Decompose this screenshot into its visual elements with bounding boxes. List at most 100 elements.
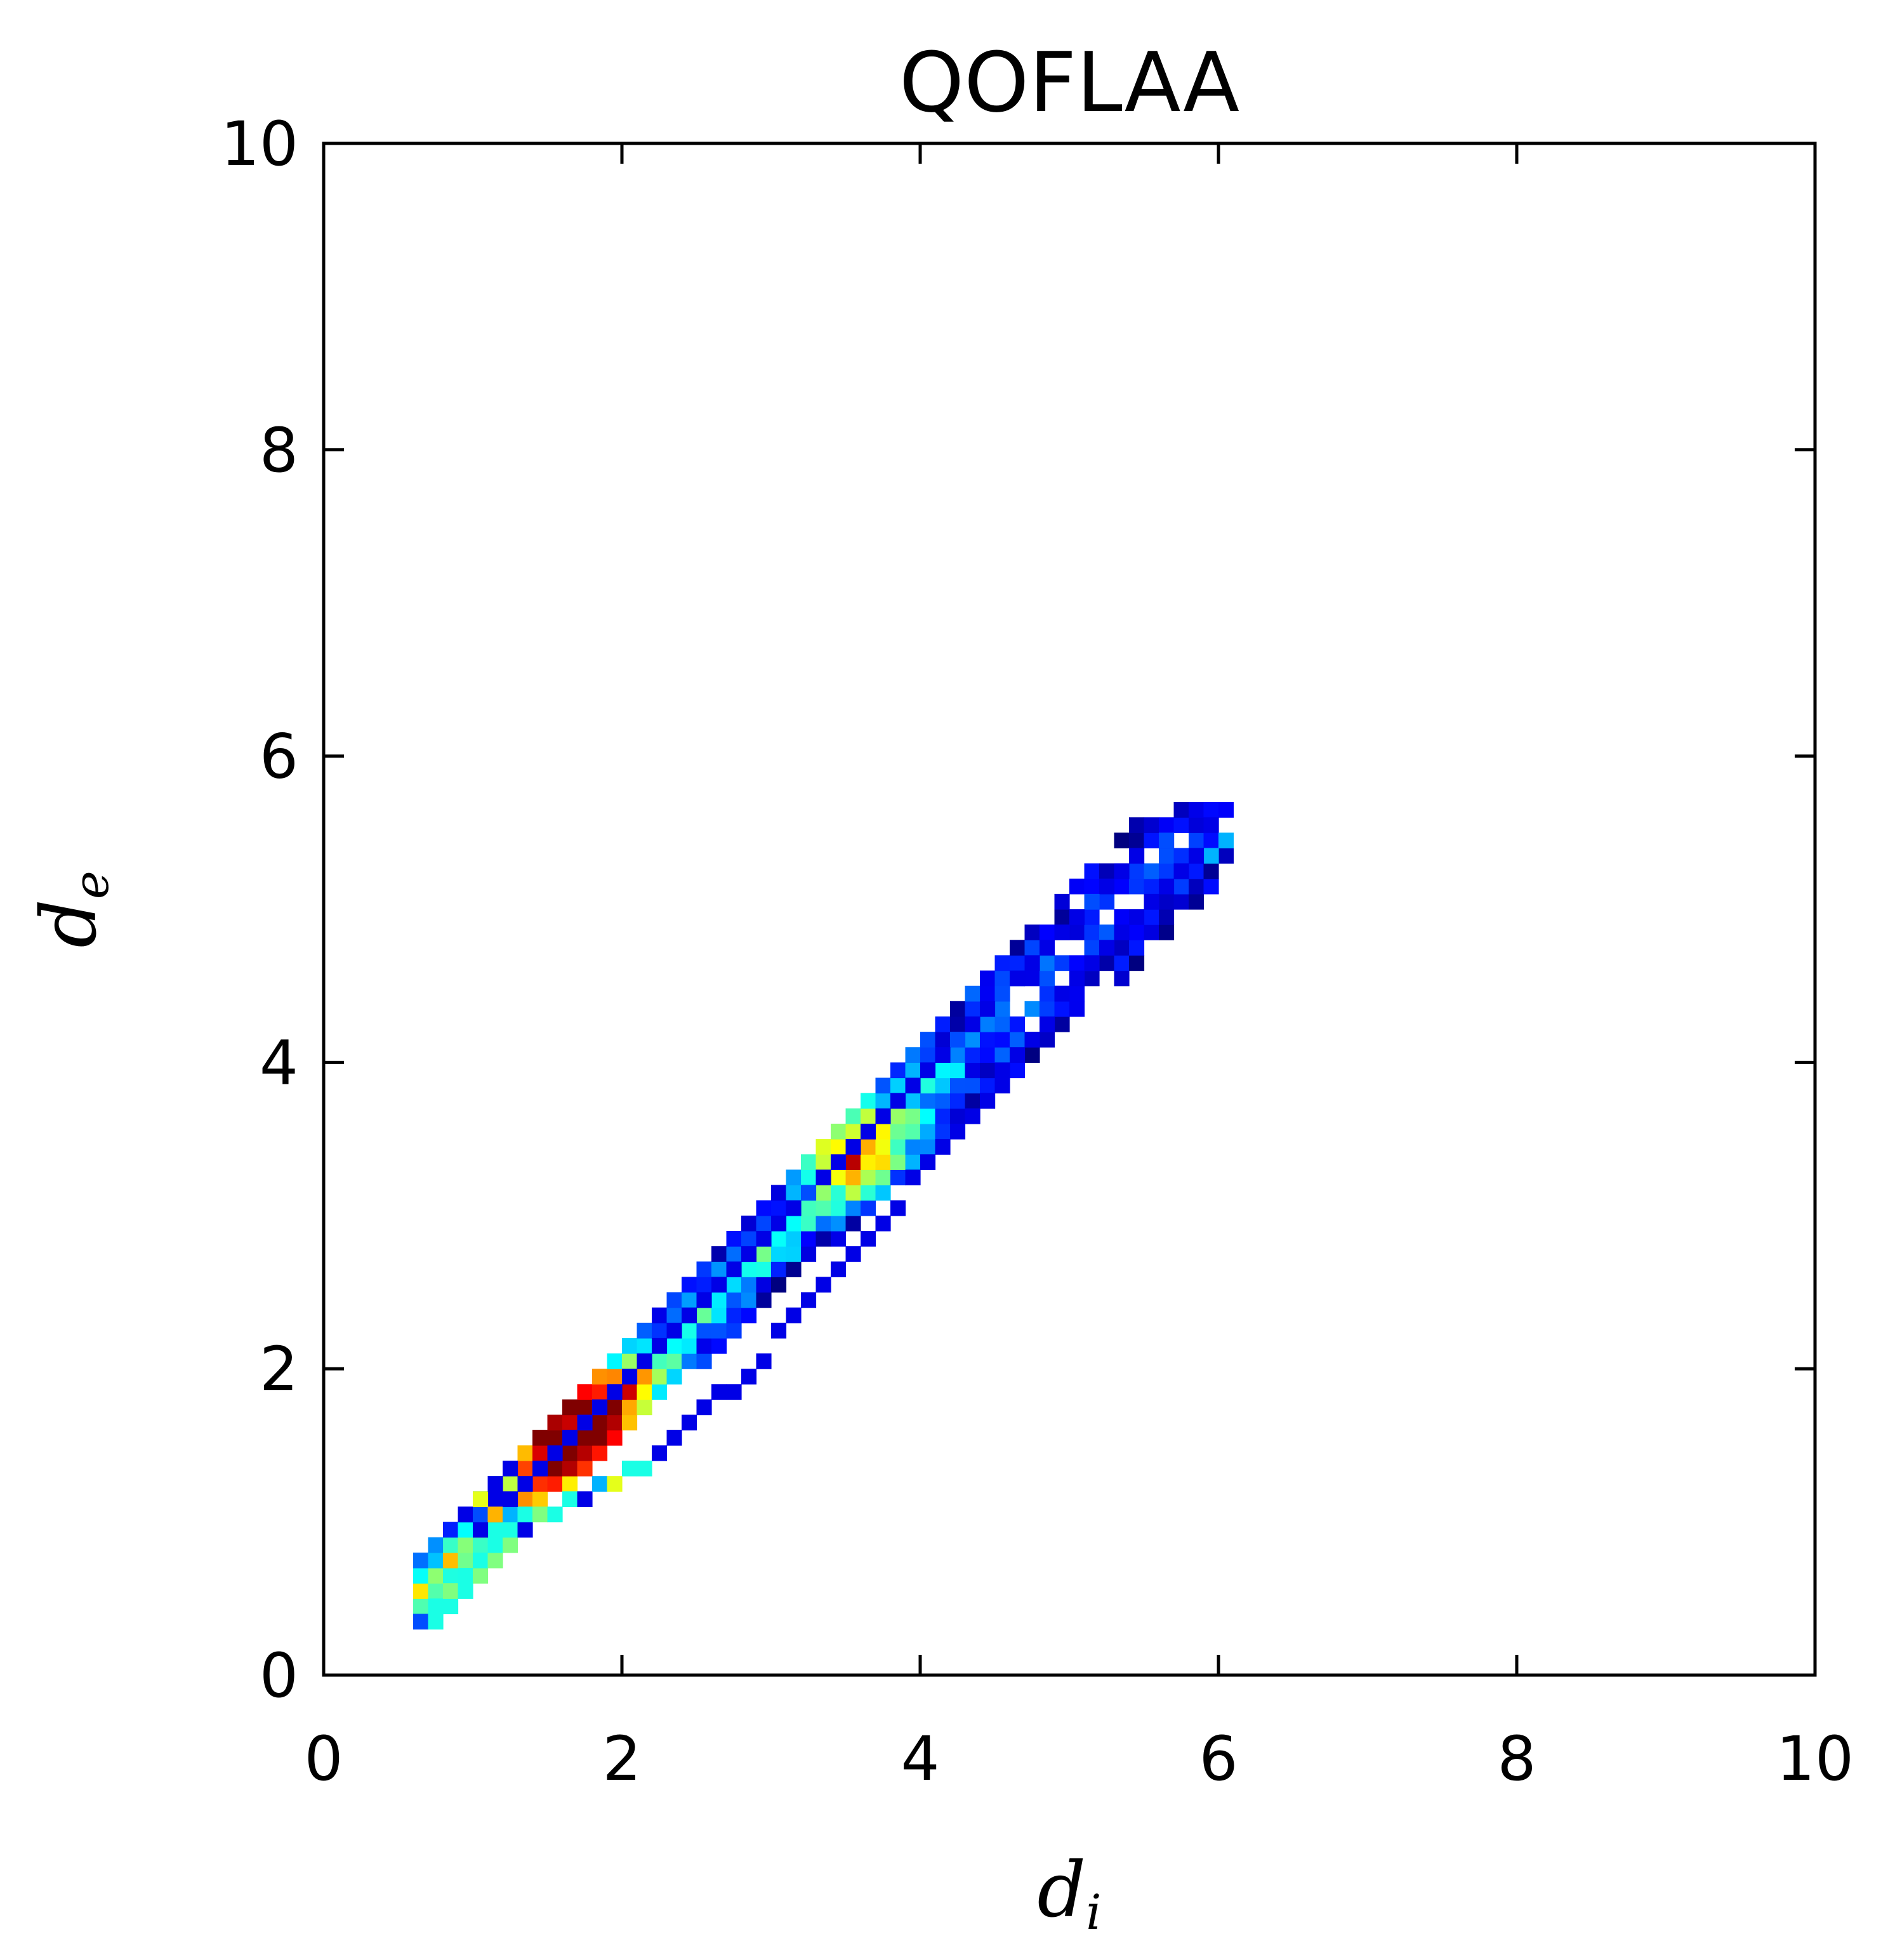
heatmap-cell: [786, 1215, 802, 1232]
heatmap-cell: [532, 1461, 548, 1477]
heatmap-cell: [711, 1307, 727, 1324]
heatmap-cell: [1159, 863, 1175, 879]
heatmap-cell: [726, 1277, 742, 1293]
heatmap-cell: [1189, 802, 1205, 818]
heatmap-cell: [1099, 924, 1115, 940]
heatmap-cell: [786, 1200, 802, 1216]
y-tick-label: 2: [260, 1334, 298, 1405]
heatmap-cell: [875, 1077, 891, 1094]
heatmap-cell: [666, 1430, 682, 1446]
heatmap-cell: [905, 1077, 921, 1094]
heatmap-cell: [831, 1154, 847, 1170]
heatmap-cell: [756, 1215, 772, 1232]
heatmap-cell: [1129, 848, 1145, 864]
heatmap-cell: [562, 1461, 578, 1477]
heatmap-cell: [637, 1384, 652, 1400]
heatmap-cell: [473, 1506, 489, 1523]
heatmap-cell: [592, 1399, 608, 1416]
heatmap-cell: [771, 1277, 787, 1293]
heatmap-cell: [577, 1384, 593, 1400]
heatmap-cell: [994, 1077, 1010, 1094]
heatmap-cell: [801, 1169, 817, 1186]
heatmap-cell: [920, 1047, 936, 1063]
heatmap-cell: [950, 1001, 966, 1017]
heatmap-cell: [756, 1261, 772, 1277]
heatmap-cell: [1010, 940, 1026, 956]
heatmap-cell: [801, 1292, 817, 1308]
heatmap-cell: [861, 1123, 876, 1140]
heatmap-cell: [861, 1154, 876, 1170]
heatmap-cell: [920, 1093, 936, 1109]
heatmap-cell: [607, 1414, 623, 1431]
heatmap-cell: [1099, 893, 1115, 910]
heatmap-cell: [994, 1032, 1010, 1048]
heatmap-cell: [771, 1230, 787, 1247]
heatmap-cell: [517, 1506, 533, 1523]
heatmap-cell: [1129, 909, 1145, 925]
heatmap-cell: [741, 1307, 757, 1324]
heatmap-cell: [637, 1353, 652, 1369]
heatmap-cell: [965, 1032, 980, 1048]
heatmap-cell: [801, 1246, 817, 1262]
heatmap-cell: [517, 1491, 533, 1508]
heatmap-cell: [652, 1384, 668, 1400]
heatmap-cell: [831, 1261, 847, 1277]
heatmap-cell: [861, 1185, 876, 1201]
heatmap-cell: [682, 1322, 697, 1339]
heatmap-cell: [1114, 863, 1130, 879]
y-tick-label: 10: [221, 109, 298, 180]
heatmap-cell: [607, 1369, 623, 1384]
heatmap-cell: [1040, 1016, 1055, 1032]
heatmap-cell: [1084, 940, 1100, 956]
heatmap-cell: [1189, 878, 1205, 895]
heatmap-cell: [711, 1384, 727, 1400]
heatmap-cell: [711, 1322, 727, 1339]
heatmap-cell: [890, 1077, 906, 1094]
heatmap-cell: [1069, 970, 1085, 987]
heatmap-cell: [920, 1062, 936, 1079]
heatmap-cell: [428, 1552, 444, 1569]
heatmap-cell: [950, 1047, 966, 1063]
heatmap-cell: [503, 1476, 518, 1492]
heatmap-cell: [473, 1491, 489, 1508]
heatmap-cell: [741, 1230, 757, 1247]
y-tick-label: 6: [260, 721, 298, 793]
heatmap-cell: [965, 985, 980, 1002]
heatmap-cell: [1069, 985, 1085, 1002]
heatmap-cell: [1129, 863, 1145, 879]
heatmap-cell: [1173, 863, 1189, 879]
heatmap-cell: [935, 1093, 951, 1109]
heatmap-cell: [786, 1261, 802, 1277]
heatmap-cell: [592, 1414, 608, 1431]
heatmap-cell: [607, 1384, 623, 1400]
heatmap-cell: [1129, 832, 1145, 849]
heatmap-cell: [458, 1552, 473, 1569]
heatmap-cells: [413, 802, 1234, 1630]
heatmap-cell: [771, 1246, 787, 1262]
heatmap-cell: [950, 1077, 966, 1094]
heatmap-cell: [1084, 863, 1100, 879]
heatmap-cell: [861, 1108, 876, 1124]
heatmap-cell: [562, 1476, 578, 1492]
heatmap-cell: [652, 1445, 668, 1461]
heatmap-cell: [905, 1169, 921, 1186]
heatmap-cell: [845, 1154, 861, 1170]
heatmap-cell: [890, 1093, 906, 1109]
heatmap-cell: [443, 1583, 459, 1599]
heatmap-cell: [473, 1522, 489, 1538]
heatmap-cell: [831, 1169, 847, 1186]
heatmap-cell: [905, 1047, 921, 1063]
heatmap-cell: [1024, 1001, 1040, 1017]
heatmap-cell: [1159, 848, 1175, 864]
heatmap-cell: [1069, 924, 1085, 940]
heatmap-cell: [547, 1461, 563, 1477]
heatmap-cell: [1159, 878, 1175, 895]
heatmap-cell: [413, 1598, 429, 1615]
heatmap-cell: [1203, 848, 1219, 864]
heatmap-cell: [1069, 909, 1085, 925]
heatmap-cell: [845, 1108, 861, 1124]
heatmap-cell: [428, 1583, 444, 1599]
y-tick-label: 8: [260, 415, 298, 486]
heatmap-cell: [696, 1322, 712, 1339]
heatmap-cell: [935, 1047, 951, 1063]
